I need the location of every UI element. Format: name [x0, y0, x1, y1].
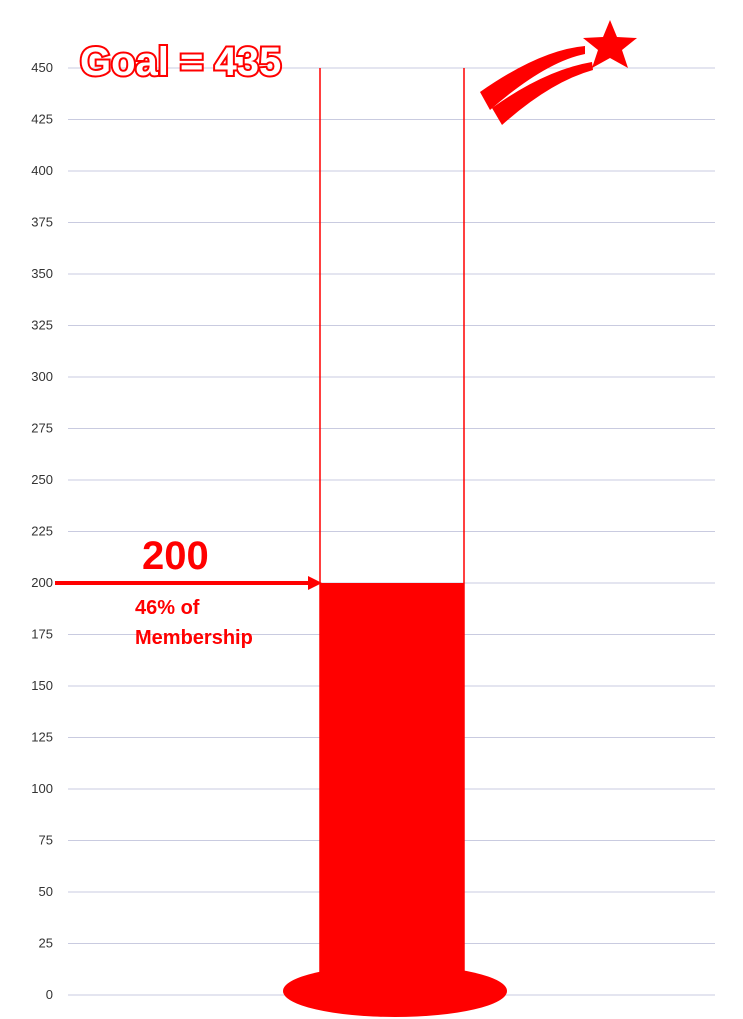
y-tick-label: 125: [31, 730, 53, 745]
thermometer-bulb: [283, 965, 507, 1017]
y-tick-label: 75: [39, 833, 53, 848]
y-tick-label: 300: [31, 369, 53, 384]
y-tick-label: 25: [39, 936, 53, 951]
y-tick-label: 375: [31, 215, 53, 230]
value-arrow-head: [308, 576, 322, 590]
y-tick-label: 350: [31, 266, 53, 281]
gridlines: [68, 67, 715, 996]
y-tick-label: 200: [31, 575, 53, 590]
y-tick-label: 325: [31, 318, 53, 333]
shooting-star-icon: [480, 20, 637, 125]
percent-label-line1: 46% of: [135, 597, 200, 619]
goal-label: Goal = 435: [80, 40, 281, 84]
y-tick-label: 225: [31, 524, 53, 539]
y-tick-label: 175: [31, 627, 53, 642]
y-tick-label: 150: [31, 678, 53, 693]
y-tick-label: 275: [31, 421, 53, 436]
y-tick-label: 400: [31, 163, 53, 178]
y-tick-label: 425: [31, 112, 53, 127]
thermometer-fill-bar: [320, 583, 464, 995]
percent-label-line2: Membership: [135, 627, 253, 649]
y-tick-label: 0: [46, 987, 53, 1002]
current-value-label: 200: [142, 534, 209, 578]
y-tick-label: 450: [31, 60, 53, 75]
y-tick-label: 250: [31, 472, 53, 487]
y-tick-label: 100: [31, 781, 53, 796]
y-axis-tick-labels: 0 25 50 75 100 125 150 175 200 225 250 275 300 325 350…: [31, 60, 53, 1002]
y-tick-label: 50: [39, 884, 53, 899]
